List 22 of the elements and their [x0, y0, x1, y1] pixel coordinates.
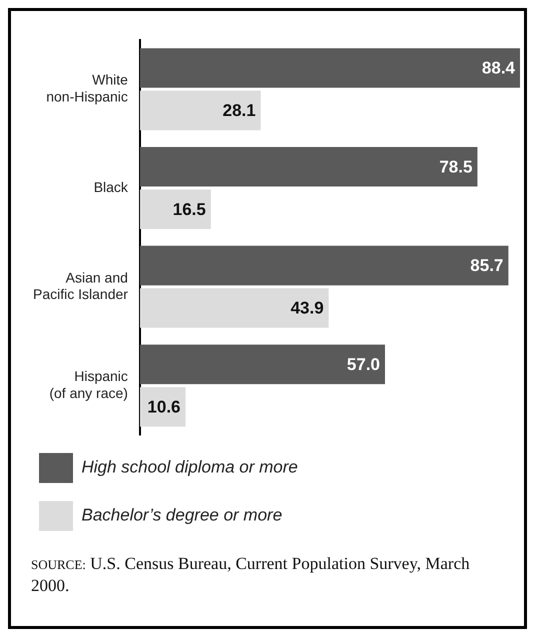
y-tick-label: Hispanic (of any race) — [49, 368, 128, 401]
bar — [140, 147, 478, 187]
data-label: 43.9 — [290, 298, 324, 318]
bar — [140, 189, 211, 229]
data-label: 10.6 — [147, 398, 181, 417]
bar — [140, 48, 520, 88]
data-label: 88.4 — [482, 58, 516, 78]
legend-label: High school diploma or more — [82, 458, 298, 477]
data-label: 78.5 — [439, 157, 472, 176]
bar — [140, 90, 261, 130]
text: SOURCE: U.S. Census Bureau, Current Population Survey, March 2000. — [31, 554, 470, 596]
data-label: 16.5 — [172, 200, 206, 219]
bar — [140, 288, 329, 328]
y-tick-label: Asian and Pacific Islander — [32, 269, 128, 302]
bar — [140, 246, 508, 286]
data-label: 85.7 — [470, 256, 504, 276]
bar — [140, 344, 385, 384]
y-tick-label: Black — [94, 178, 129, 195]
data-label: 28.1 — [222, 101, 256, 120]
y-tick-label: White non-Hispanic — [46, 72, 128, 104]
data-label: 57.0 — [346, 355, 380, 374]
legend-label: Bachelor’s degree or more — [82, 506, 282, 525]
